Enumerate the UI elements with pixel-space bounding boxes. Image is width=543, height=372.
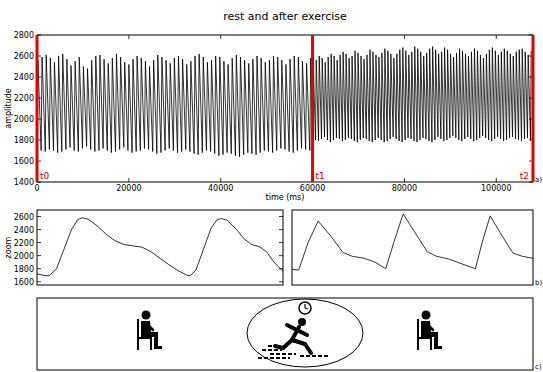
y-tick [37,229,41,230]
chair-seat [418,337,432,339]
y-tick-label: 2000 [14,252,34,261]
y-axis-label: amplitude [4,88,13,129]
y-tick-label: 2400 [14,73,34,82]
plot-data [37,218,283,276]
y-tick [37,281,41,282]
head [142,311,151,320]
arm [427,324,433,330]
time-marker-label: t2 [520,171,529,181]
x-tick [404,178,405,182]
plot-frame [37,35,533,182]
motion-line [262,349,282,351]
body [421,321,442,349]
y-tick-label: 1600 [14,278,34,287]
plot-frame [292,210,533,285]
y-tick-label: 1600 [14,157,34,166]
chair-back [417,319,419,350]
y-tick [279,268,283,269]
x-tick [496,178,497,182]
seated-person-icon [138,311,162,351]
chart-panel: 1400 1600 1800 2000 2200 2400 2600 2800 0 20000 40… [4,31,542,202]
x-axis-label: time (ms) [266,193,305,202]
y-axis-label: zoom [4,236,13,258]
figure: rest and after exercise 1400 1600 1800 2000 2… [0,0,543,372]
panel-frame [37,298,533,370]
head [422,311,431,320]
plot-data [37,47,531,157]
y-tick [37,242,41,243]
y-tick [37,216,41,217]
plot-data [292,214,533,270]
signal-line [292,214,533,270]
x-tick [496,35,497,39]
y-tick [37,255,41,256]
y-tick-label: 1400 [14,178,34,187]
panel-c: c) [37,298,542,371]
x-tick [128,178,129,182]
y-tick [279,255,283,256]
seated-person-icon [418,311,442,351]
x-tick-label: 80000 [392,184,417,193]
x-tick-label: 100000 [481,184,512,193]
y-tick-label: 1800 [14,265,34,274]
x-tick-label: 60000 [300,184,325,193]
y-tick-label: 2800 [14,31,34,40]
plot-frame [37,210,283,285]
x-tick-label: 40000 [208,184,233,193]
y-tick [279,229,283,230]
time-marker-label: t0 [40,171,50,181]
y-tick [37,268,41,269]
arm [147,324,153,330]
y-tick-label: 2200 [14,94,34,103]
chair-seat [138,337,152,339]
motion-line [268,345,278,347]
panel-label: a) [535,176,542,184]
chair-leg [430,338,432,350]
chair-back [137,319,139,350]
y-tick-label: 2200 [14,239,34,248]
runner-limb [287,325,297,330]
panel-label: b) [535,279,542,287]
clock [299,302,311,314]
icon-circle [247,299,363,367]
motion-line [258,357,290,359]
y-tick [279,281,283,282]
signal-line [37,47,531,157]
time-marker [36,35,39,182]
x-tick [220,178,221,182]
exercise-icon [247,299,363,367]
body [141,321,162,349]
x-tick [404,35,405,39]
y-tick [279,216,283,217]
x-tick-label: 20000 [116,184,141,193]
runner-limb [292,340,305,344]
background [0,0,543,372]
motion-line [270,353,296,355]
y-tick-label: 2000 [14,115,34,124]
y-tick-label: 2600 [14,213,34,222]
figure-title: rest and after exercise [223,10,347,23]
clock-hand [304,304,305,308]
runner-limb [305,344,311,353]
y-tick-label: 2400 [14,226,34,235]
signal-line [37,218,283,276]
x-tick [128,35,129,39]
motion-line [300,355,330,357]
runner-head [298,318,306,326]
chart-panel: b) [292,210,542,287]
y-tick [279,242,283,243]
x-tick-label: 0 [34,184,39,193]
time-marker [532,35,535,182]
clock-hand [305,308,308,309]
x-tick [220,35,221,39]
chart-panel: 1600 1800 2000 2200 2400 2600 zoom [4,210,283,287]
y-tick-label: 1800 [14,136,34,145]
chair-leg [150,338,152,350]
time-marker [311,35,314,182]
panel-label: c) [535,363,542,371]
time-marker-label: t1 [316,171,325,181]
y-tick-label: 2600 [14,52,34,61]
